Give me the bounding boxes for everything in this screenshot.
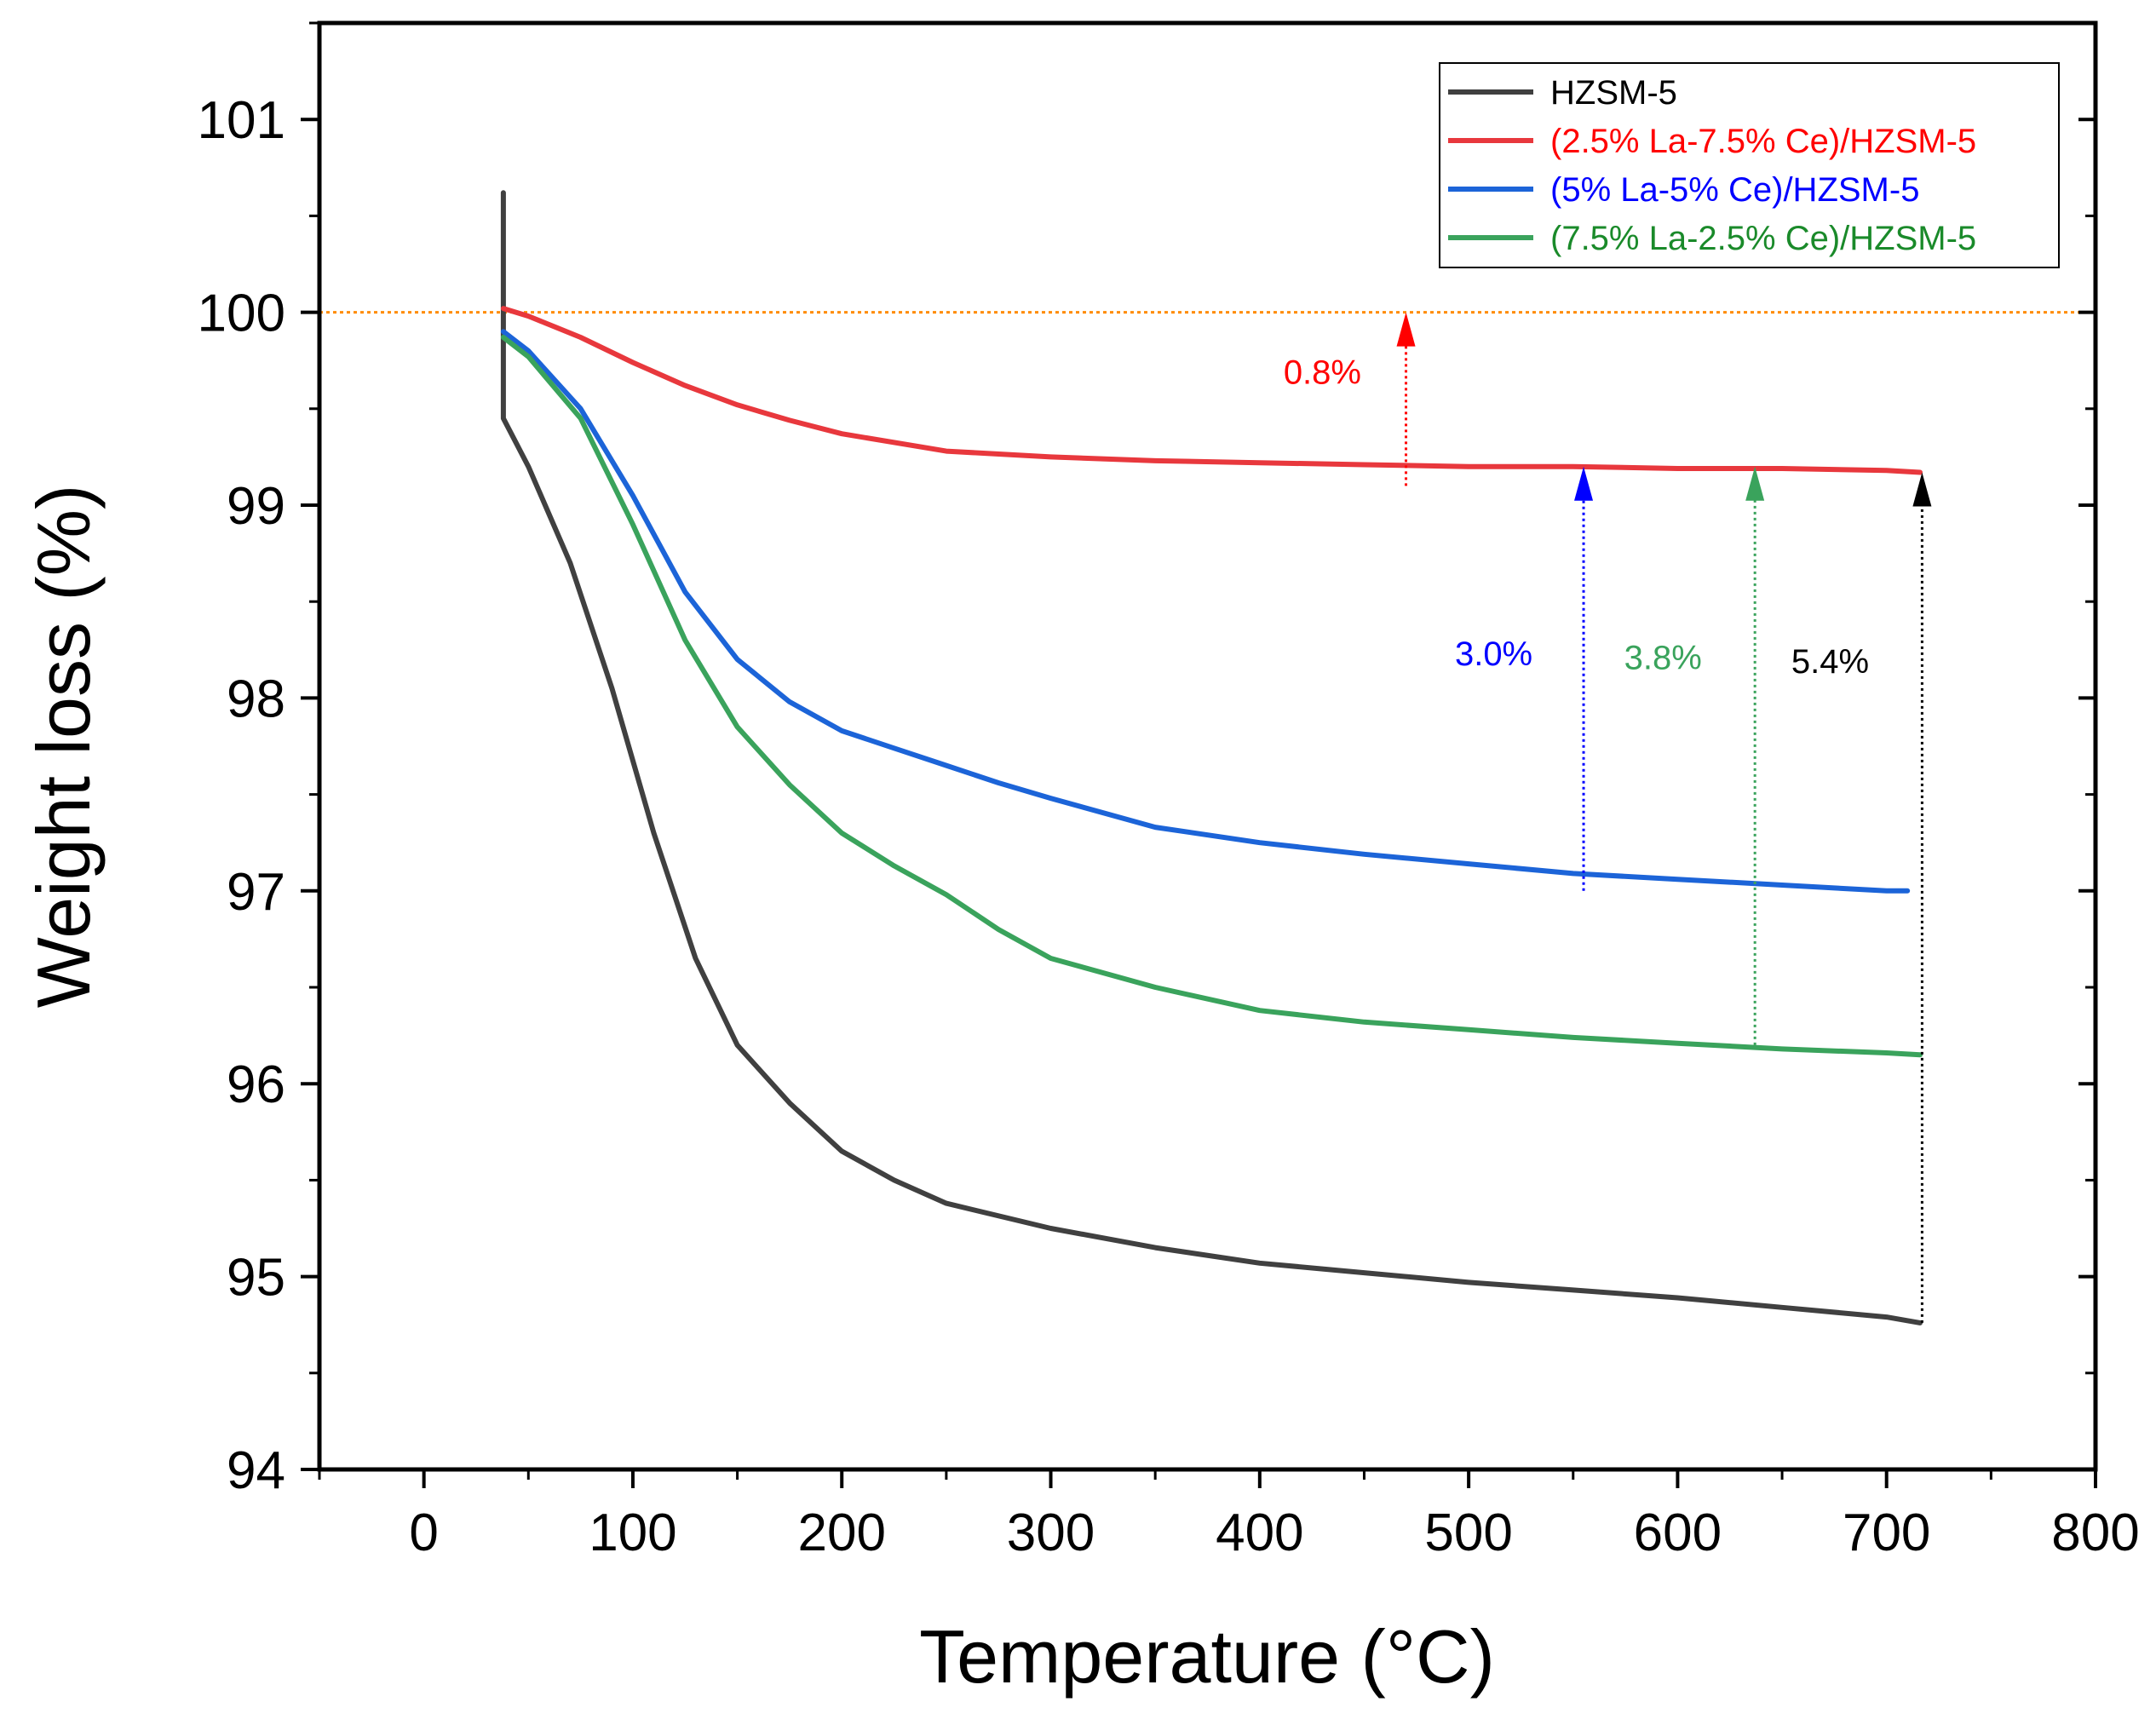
y-tick-label: 99 <box>227 477 285 536</box>
y-tick-label: 95 <box>227 1249 285 1308</box>
annotation-arrow-head-3 <box>1745 466 1765 501</box>
series-line-1 <box>500 190 1923 1325</box>
plot-frame <box>317 20 2098 1472</box>
annotation-arrow-head-2 <box>1574 466 1594 501</box>
annotation-layer: 0.8% 3.0% 3.8% 5.4% <box>1284 312 1932 1323</box>
series-line-4 <box>500 335 1923 1058</box>
legend-items: HZSM-5 (2.5% La-7.5% Ce)/HZSM-5 (5% La-5% … <box>1448 74 1976 257</box>
legend: HZSM-5 (2.5% La-7.5% Ce)/HZSM-5 (5% La-5% … <box>1439 62 2060 268</box>
x-tick-label: 400 <box>1216 1504 1303 1562</box>
series-line-2 <box>500 306 1923 475</box>
series-layer <box>500 190 1923 1325</box>
y-tick-label: 98 <box>227 670 285 728</box>
annotation-arrow-head-4 <box>1912 472 1932 507</box>
legend-label-1: HZSM-5 <box>1550 74 1677 112</box>
annotation-label-1: 0.8% <box>1284 354 1361 391</box>
y-tick-label: 96 <box>227 1055 285 1114</box>
y-tick-label: 101 <box>198 91 285 150</box>
series-line-3 <box>500 329 1911 894</box>
x-tick-label: 800 <box>2051 1504 2139 1562</box>
x-tick-label: 100 <box>589 1504 676 1562</box>
annotation-label-4: 5.4% <box>1791 643 1869 681</box>
x-tick-label: 0 <box>409 1504 438 1562</box>
x-tick-label: 200 <box>798 1504 886 1562</box>
annotation-label-2: 3.0% <box>1455 635 1532 673</box>
legend-label-3: (5% La-5% Ce)/HZSM-5 <box>1550 171 1919 209</box>
annotation-arrow-head-1 <box>1396 312 1416 347</box>
y-axis-title: Weight loss (%) <box>21 485 106 1009</box>
y-tick-label: 94 <box>227 1441 285 1500</box>
x-tick-label: 300 <box>1007 1504 1095 1562</box>
x-tick-label: 500 <box>1424 1504 1512 1562</box>
legend-label-4: (7.5% La-2.5% Ce)/HZSM-5 <box>1550 220 1976 257</box>
y-tick-label: 100 <box>198 285 285 343</box>
axis-layer: 0 100 200 300 400 500 600 700 800 94 95 96 97 98 99 100… <box>198 21 2140 1562</box>
legend-label-2: (2.5% La-7.5% Ce)/HZSM-5 <box>1550 123 1976 160</box>
x-axis-title: Temperature (°C) <box>919 1614 1495 1699</box>
x-tick-label: 600 <box>1634 1504 1722 1562</box>
legend-box <box>1439 62 2060 268</box>
annotation-label-3: 3.8% <box>1624 639 1702 676</box>
x-tick-label: 700 <box>1843 1504 1930 1562</box>
y-tick-label: 97 <box>227 863 285 922</box>
